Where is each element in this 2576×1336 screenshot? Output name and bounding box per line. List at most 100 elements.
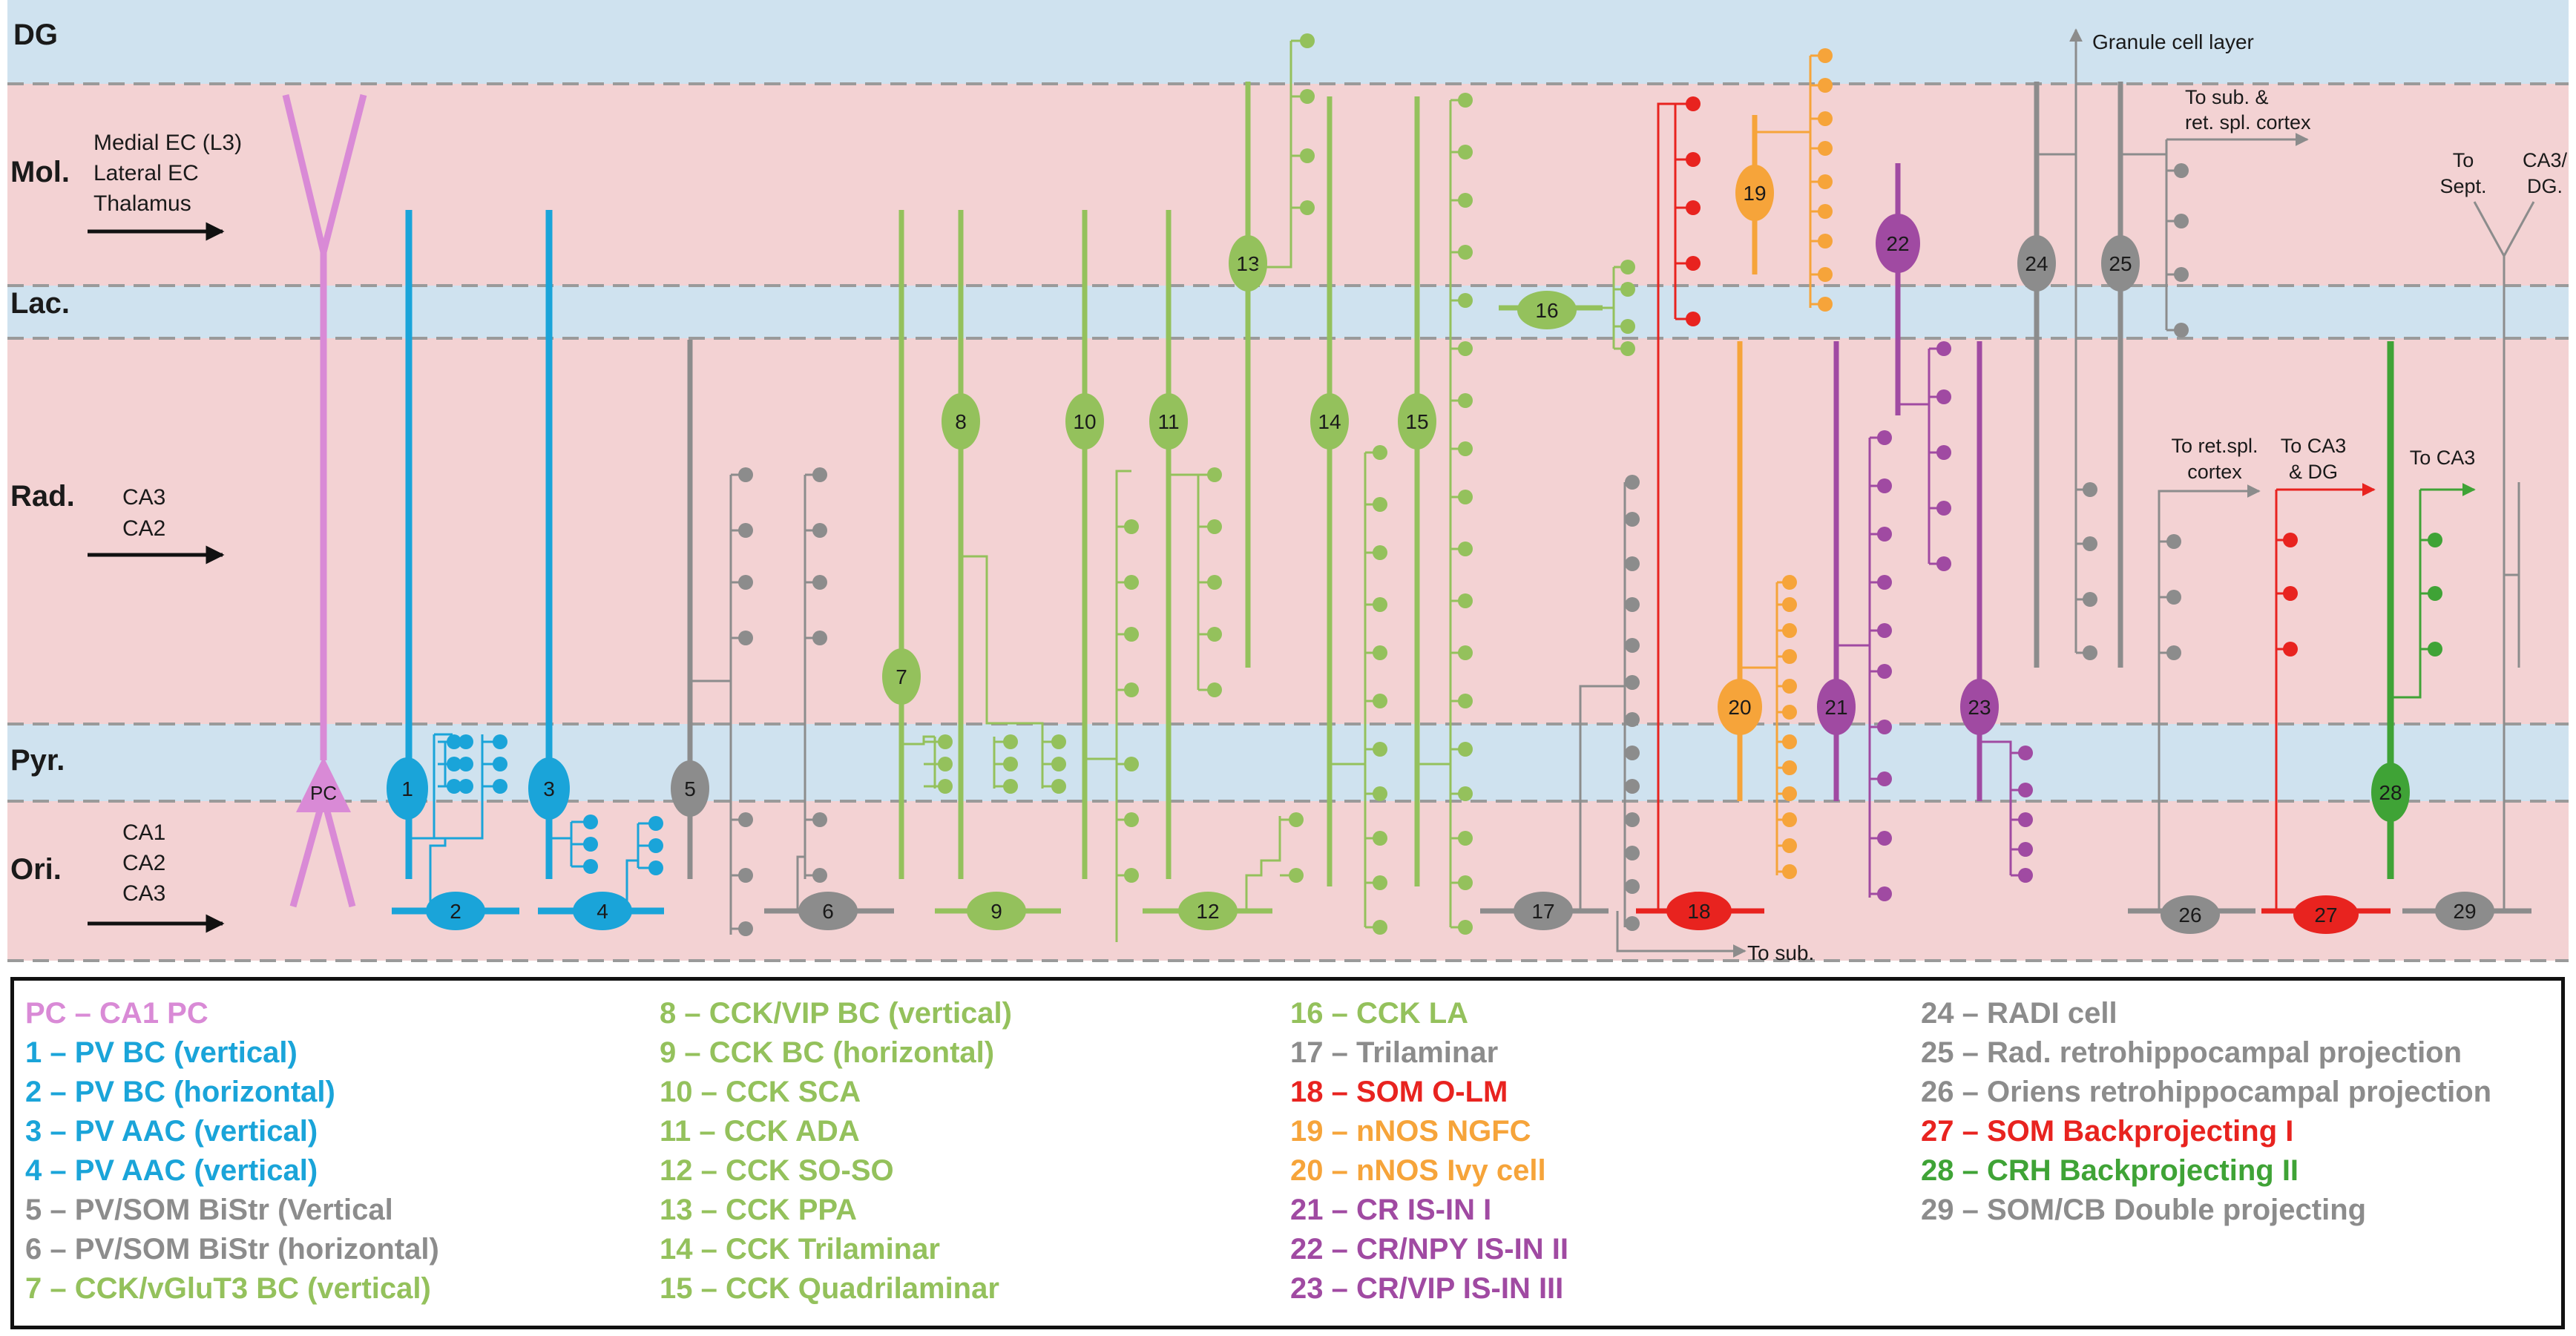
bouton-dot <box>1300 148 1315 163</box>
legend-item: 10 – CCK SCA <box>660 1076 861 1108</box>
legend-item: 24 – RADI cell <box>1921 997 2117 1030</box>
bouton-dot <box>1373 597 1387 612</box>
cell-label-c11: 11 <box>1157 410 1179 433</box>
bouton-dot <box>2174 267 2189 282</box>
legend-item: 4 – PV AAC (vertical) <box>25 1154 318 1187</box>
bouton-dot <box>1124 757 1139 771</box>
legend-item: 19 – nNOS NGFC <box>1290 1115 1531 1148</box>
bouton-dot <box>1207 519 1222 534</box>
cell-label-c1: 1 <box>401 777 413 800</box>
cell-label-c12: 12 <box>1196 900 1219 923</box>
cell-label-c19: 19 <box>1743 182 1766 205</box>
bouton-dot <box>1877 720 1892 734</box>
cell-soma-c25 <box>2101 235 2140 292</box>
legend-box: PC – CA1 PC 1 – PV BC (vertical) 2 – PV … <box>10 977 2565 1329</box>
annotation-to-ca3dg-2: DG. <box>2527 175 2563 197</box>
bouton-dot <box>2283 586 2298 601</box>
bouton-dot <box>1458 93 1473 108</box>
bouton-dot <box>2166 645 2181 660</box>
bouton-dot <box>938 779 953 794</box>
bouton-dot <box>1003 779 1018 794</box>
cell-soma-c15 <box>1398 393 1436 450</box>
cell-label-c2: 2 <box>450 900 461 923</box>
legend-item: 28 – CRH Backprojecting II <box>1921 1154 2299 1187</box>
bouton-dot <box>1818 78 1833 93</box>
bouton-dot <box>1818 234 1833 249</box>
annotation-to-ca3-dg-2: & DG <box>2289 461 2338 483</box>
bouton-dot <box>493 757 507 771</box>
cell-soma-c8 <box>942 393 980 450</box>
legend-column-3: 16 – CCK LA 17 – Trilaminar 18 – SOM O-L… <box>1290 994 1568 1309</box>
axon-path <box>2391 490 2422 699</box>
axon-path <box>901 735 935 746</box>
annotation-to-sept-1: To <box>2453 149 2474 171</box>
bouton-dot <box>1818 111 1833 126</box>
bouton-dot <box>1620 260 1635 274</box>
bouton-dot <box>812 575 827 590</box>
bouton-dot <box>1625 846 1640 860</box>
layer-borders <box>7 82 2569 962</box>
bouton-dot <box>1686 256 1701 271</box>
bouton-dot <box>1458 593 1473 608</box>
axon-path <box>690 475 732 935</box>
cell-label-c10: 10 <box>1073 410 1096 433</box>
bouton-dot <box>1373 645 1387 660</box>
bouton-dot <box>1373 875 1387 890</box>
cell-label-c4: 4 <box>597 900 608 923</box>
annotation-to-sept-2: Sept. <box>2439 175 2486 197</box>
cell-soma-c7 <box>882 648 921 705</box>
layer-label-lac: Lac. <box>10 287 70 320</box>
bouton-dot <box>1782 786 1797 801</box>
bouton-dot <box>1373 920 1387 935</box>
bouton-dot <box>2166 590 2181 605</box>
legend-item: 9 – CCK BC (horizontal) <box>660 1036 995 1069</box>
cell-soma-c10 <box>1065 393 1104 450</box>
axon-path <box>1979 740 2012 875</box>
bouton-dot <box>2083 536 2097 551</box>
bouton-dot <box>1458 193 1473 208</box>
band-lac <box>7 286 2569 338</box>
bouton-dot <box>1877 664 1892 679</box>
bouton-dot <box>1625 556 1640 571</box>
bouton-dot <box>1124 575 1139 590</box>
annotation-to-sub-ret-2: ret. spl. cortex <box>2185 111 2311 134</box>
bouton-dot <box>1625 675 1640 690</box>
cell-soma-c23 <box>1960 679 1999 735</box>
bouton-dot <box>1936 445 1951 460</box>
bouton-dot <box>1936 341 1951 356</box>
cell-label-c22: 22 <box>1886 232 1909 255</box>
legend-item: 6 – PV/SOM BiStr (horizontal) <box>25 1233 439 1266</box>
input-mol-1: Medial EC (L3) <box>93 131 242 155</box>
cell-soma-c26 <box>2161 895 2220 934</box>
input-ori-1: CA1 <box>122 820 165 845</box>
bouton-dot <box>1620 282 1635 297</box>
bouton-dot <box>1782 838 1797 853</box>
bouton-dot <box>1458 341 1473 356</box>
cell-soma-c29 <box>2435 892 2494 930</box>
bouton-dot <box>1625 638 1640 653</box>
bouton-dot <box>1207 627 1222 642</box>
bouton-dot <box>1207 575 1222 590</box>
bouton-dot <box>1936 501 1951 516</box>
bouton-dot <box>1625 916 1640 931</box>
bouton-dot <box>2083 592 2097 607</box>
bouton-dot <box>1124 868 1139 883</box>
axon-path <box>434 734 484 840</box>
legend-item: 26 – Oriens retrohippocampal projection <box>1921 1076 2492 1108</box>
bouton-dot <box>1458 542 1473 556</box>
bouton-dot <box>2428 533 2442 547</box>
bouton-dot <box>1458 245 1473 260</box>
bouton-dot <box>2083 645 2097 660</box>
bouton-dot <box>1207 682 1222 697</box>
cell-soma-c4 <box>573 892 632 930</box>
cell-soma-c27 <box>2293 895 2359 934</box>
bouton-dot <box>2428 642 2442 657</box>
bouton-dot <box>1289 868 1304 883</box>
bouton-dot <box>1625 597 1640 612</box>
input-mol-3: Thalamus <box>93 191 191 216</box>
bouton-dot <box>738 631 753 645</box>
legend-column-4: 24 – RADI cell 25 – Rad. retrohippocampa… <box>1921 994 2491 1230</box>
axon-path <box>1579 685 1625 911</box>
bouton-dot <box>2283 642 2298 657</box>
bouton-dot <box>1373 786 1387 801</box>
